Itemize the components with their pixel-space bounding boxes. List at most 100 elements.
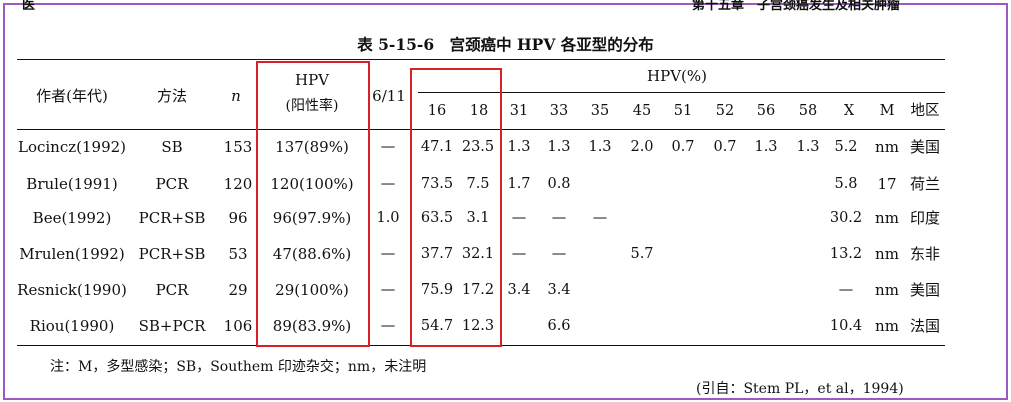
header-type611: 6/11 [372, 87, 406, 105]
cell-n: 29 [228, 281, 248, 299]
cell-v33: 6.6 [547, 318, 571, 334]
hpv16-18-highlight-box [410, 68, 502, 347]
header-region: 地区 [910, 103, 940, 119]
cell-region: 东非 [909, 245, 941, 263]
cell-x: 5.2 [834, 139, 858, 155]
cell-t611: — [380, 139, 396, 155]
cell-v16: 73.5 [420, 176, 454, 192]
cell-v18: 7.5 [466, 176, 490, 192]
cell-hpv: 29(100%) [275, 281, 349, 299]
cell-hpv: 120(100%) [270, 175, 354, 193]
cell-method: PCR+SB [138, 245, 206, 263]
cell-method: SB+PCR [138, 317, 206, 335]
cell-method: PCR [155, 175, 189, 193]
header-58: 58 [798, 103, 818, 119]
cell-n: 106 [223, 317, 253, 335]
cell-x: — [838, 282, 854, 298]
header-x: X [843, 103, 855, 119]
cell-v35: 1.3 [588, 139, 612, 155]
cell-v33: — [551, 210, 567, 226]
cell-method: PCR [155, 281, 189, 299]
page-frame [3, 3, 1008, 400]
cell-v33: 3.4 [547, 282, 571, 298]
cell-region: 美国 [909, 281, 941, 299]
cell-v16: 37.7 [420, 246, 454, 262]
cell-v16: 63.5 [420, 210, 454, 226]
cell-n: 153 [223, 138, 253, 156]
cell-hpv: 47(88.6%) [272, 245, 352, 263]
header-hpv: HPV [294, 71, 330, 89]
cell-t611: 1.0 [376, 210, 400, 226]
cell-m: nm [875, 317, 899, 335]
cell-region: 荷兰 [909, 175, 941, 193]
header-method: 方法 [156, 87, 188, 105]
cell-author: Riou(1990) [29, 317, 115, 335]
cell-x: 5.8 [834, 176, 858, 192]
cell-v45: 2.0 [630, 139, 654, 155]
header-n: n [231, 87, 241, 105]
cell-t611: — [380, 318, 396, 334]
cell-v52: 0.7 [713, 139, 737, 155]
cell-v31: 1.7 [507, 176, 531, 192]
cell-method: PCR+SB [138, 209, 206, 227]
running-head-left: 医 [22, 0, 36, 13]
cell-v33: 0.8 [547, 176, 571, 192]
cell-m: nm [875, 281, 899, 299]
cell-author: Bee(1992) [32, 209, 112, 227]
cell-v31: — [511, 246, 527, 262]
cell-v56: 1.3 [754, 139, 778, 155]
cell-t611: — [380, 246, 396, 262]
header-31: 31 [509, 103, 529, 119]
cell-author: Locincz(1992) [17, 138, 127, 156]
table-citation: (引自：Stem PL，et al，1994) [696, 381, 904, 397]
header-52: 52 [715, 103, 735, 119]
cell-v18: 3.1 [466, 210, 490, 226]
header-author: 作者(年代) [36, 87, 108, 105]
cell-m: nm [875, 209, 899, 227]
cell-hpv: 89(83.9%) [272, 317, 352, 335]
cell-hpv: 96(97.9%) [272, 209, 352, 227]
cell-v58: 1.3 [796, 139, 820, 155]
header-56: 56 [756, 103, 776, 119]
header-18: 18 [469, 103, 489, 119]
cell-x: 30.2 [829, 210, 863, 226]
cell-m: nm [875, 245, 899, 263]
cell-v16: 54.7 [420, 318, 454, 334]
running-head-right: 第十五章 子宫颈癌发生及相关肿瘤 [692, 0, 901, 13]
cell-x: 10.4 [829, 318, 863, 334]
cell-t611: — [380, 176, 396, 192]
cell-v31: 3.4 [507, 282, 531, 298]
cell-m: 17 [877, 175, 897, 193]
header-16: 16 [427, 103, 447, 119]
cell-method: SB [161, 138, 183, 156]
cell-hpv: 137(89%) [275, 138, 349, 156]
header-45: 45 [632, 103, 652, 119]
cell-v18: 32.1 [461, 246, 495, 262]
cell-v45: 5.7 [630, 246, 654, 262]
cell-m: nm [875, 138, 899, 156]
cell-v16: 75.9 [420, 282, 454, 298]
header-bottom-rule [17, 129, 945, 130]
header-m: M [879, 103, 895, 119]
cell-n: 120 [223, 175, 253, 193]
cell-n: 53 [228, 245, 248, 263]
cell-region: 美国 [909, 138, 941, 156]
cell-v31: — [511, 210, 527, 226]
header-33: 33 [549, 103, 569, 119]
header-35: 35 [590, 103, 610, 119]
cell-v18: 17.2 [461, 282, 495, 298]
cell-v31: 1.3 [507, 139, 531, 155]
cell-author: Resnick(1990) [17, 281, 127, 299]
cell-v18: 12.3 [461, 318, 495, 334]
cell-v33: — [551, 246, 567, 262]
header-hpv-percent: HPV(%) [647, 67, 707, 85]
header-hpv-rate: (阳性率) [285, 98, 339, 114]
hpv-rate-highlight-box [256, 61, 370, 347]
cell-v16: 47.1 [420, 139, 454, 155]
cell-v35: — [592, 210, 608, 226]
cell-region: 法国 [909, 317, 941, 335]
cell-v18: 23.5 [461, 139, 495, 155]
table-note: 注：M，多型感染；SB，Southem 印迹杂交；nm，未注明 [50, 359, 427, 375]
table-top-rule [17, 59, 945, 60]
cell-x: 13.2 [829, 246, 863, 262]
